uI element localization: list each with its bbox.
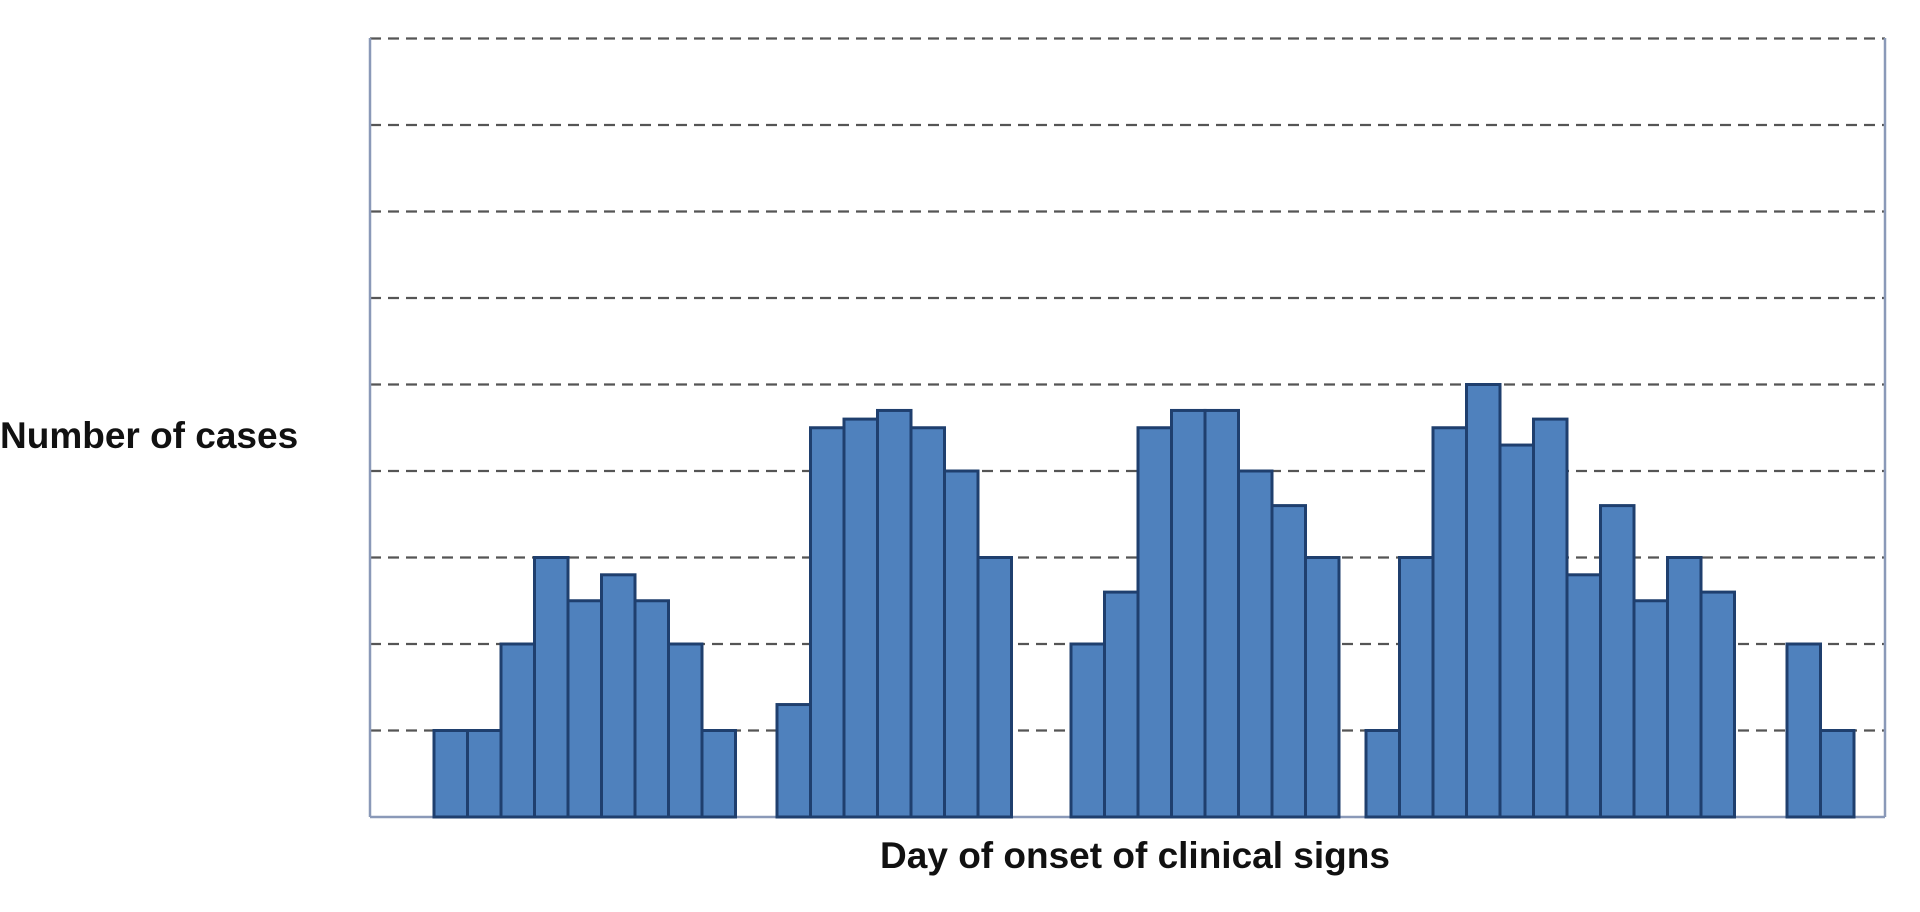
bar: [976, 556, 1013, 819]
bar: [775, 703, 812, 819]
bar: [600, 573, 637, 819]
bar: [1785, 642, 1822, 819]
bar: [1632, 599, 1669, 819]
bar: [876, 408, 913, 819]
bar: [1431, 426, 1468, 819]
bar: [1103, 590, 1140, 819]
bar: [1304, 556, 1341, 819]
bar: [1565, 573, 1602, 819]
bar: [1170, 408, 1207, 819]
bar: [1532, 417, 1569, 819]
bar: [1699, 590, 1736, 819]
y-axis-title: Number of cases: [0, 415, 298, 456]
bar: [499, 642, 536, 819]
bar: [1465, 383, 1502, 819]
bar: [1819, 729, 1856, 819]
bar: [667, 642, 704, 819]
bar: [1498, 443, 1535, 819]
bar: [909, 426, 946, 819]
bar: [533, 556, 570, 819]
bar: [1136, 426, 1173, 819]
bar: [1237, 469, 1274, 819]
bar: [1203, 408, 1240, 819]
x-axis-title: Day of onset of clinical signs: [880, 835, 1390, 876]
bar: [1364, 729, 1401, 819]
bar: [466, 729, 503, 819]
bar: [1069, 642, 1106, 819]
bar: [700, 729, 737, 819]
bar: [943, 469, 980, 819]
bar: [842, 417, 879, 819]
bar: [1398, 556, 1435, 819]
bar: [1270, 504, 1307, 819]
bar: [633, 599, 670, 819]
bars: [432, 383, 1856, 819]
bar: [432, 729, 469, 819]
bar: [1666, 556, 1703, 819]
bar: [566, 599, 603, 819]
bar: [809, 426, 846, 819]
bar: [1599, 504, 1636, 819]
